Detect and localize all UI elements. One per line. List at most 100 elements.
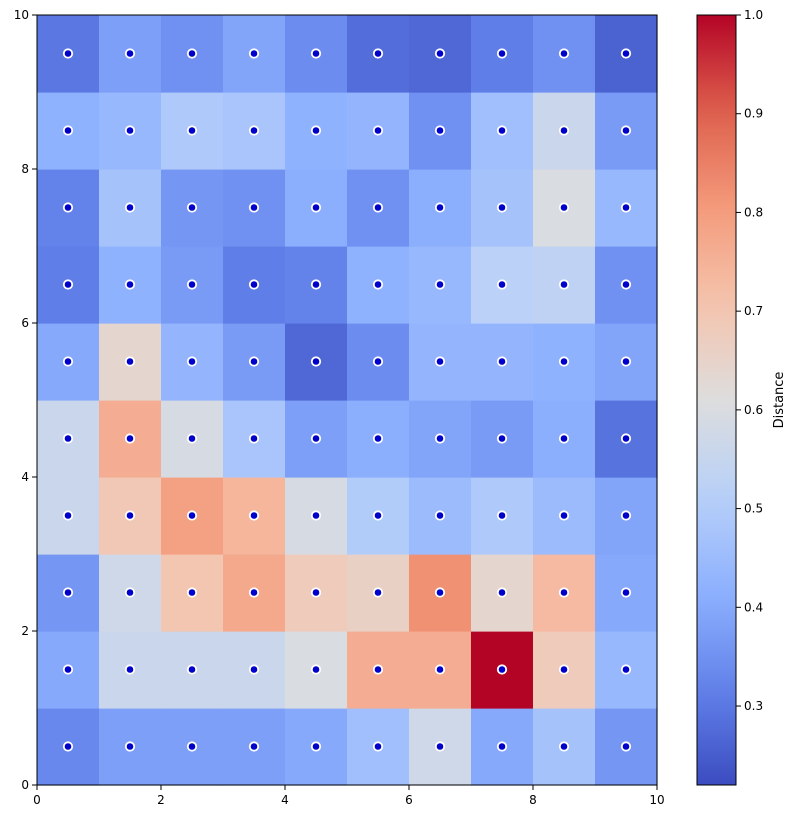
neuron-marker (124, 510, 136, 521)
neuron-markers (62, 48, 632, 752)
neuron-marker (372, 587, 384, 598)
neuron-marker (310, 202, 322, 213)
x-tick-label: 8 (529, 793, 537, 807)
neuron-marker (186, 741, 198, 752)
neuron-marker (62, 433, 74, 444)
neuron-marker (62, 202, 74, 213)
neuron-marker (558, 356, 570, 367)
neuron-marker (248, 48, 260, 59)
neuron-marker (310, 664, 322, 675)
neuron-marker (124, 741, 136, 752)
neuron-marker (434, 356, 446, 367)
neuron-marker (434, 125, 446, 136)
y-tick-label: 8 (21, 162, 29, 176)
plot-frame (36, 14, 658, 786)
y-tick-label: 0 (21, 778, 29, 792)
neuron-marker (310, 510, 322, 521)
neuron-marker (186, 587, 198, 598)
y-axis: 0 2 4 6 8 10 (14, 8, 37, 792)
colorbar-axis: 0.3 0.4 0.5 0.6 0.7 0.8 0.9 1.0 (736, 8, 763, 713)
neuron-marker (248, 587, 260, 598)
neuron-marker (496, 587, 508, 598)
neuron-marker (372, 664, 384, 675)
neuron-marker (620, 202, 632, 213)
x-tick-label: 2 (157, 793, 165, 807)
neuron-marker (620, 664, 632, 675)
y-tick-label: 6 (21, 316, 29, 330)
neuron-marker (186, 279, 198, 290)
neuron-marker (558, 48, 570, 59)
colorbar-tick-label: 0.5 (744, 502, 763, 516)
colorbar (696, 14, 737, 786)
neuron-marker (186, 48, 198, 59)
neuron-marker (310, 125, 322, 136)
colorbar-tick-label: 0.9 (744, 107, 763, 121)
neuron-marker (186, 125, 198, 136)
neuron-marker (372, 202, 384, 213)
neuron-marker (310, 587, 322, 598)
neuron-marker (124, 202, 136, 213)
neuron-marker (248, 125, 260, 136)
neuron-marker (248, 433, 260, 444)
neuron-marker (620, 356, 632, 367)
neuron-marker (186, 202, 198, 213)
neuron-marker (248, 202, 260, 213)
colorbar-tick-label: 0.7 (744, 304, 763, 318)
neuron-marker (124, 356, 136, 367)
neuron-marker (434, 741, 446, 752)
neuron-marker (248, 279, 260, 290)
neuron-marker (372, 510, 384, 521)
x-tick-label: 10 (649, 793, 664, 807)
neuron-marker (558, 202, 570, 213)
neuron-marker (248, 356, 260, 367)
neuron-marker (248, 664, 260, 675)
neuron-marker (496, 202, 508, 213)
neuron-marker (186, 356, 198, 367)
neuron-marker (620, 48, 632, 59)
y-tick-label: 10 (14, 8, 29, 22)
neuron-marker (558, 279, 570, 290)
colorbar-tick-label: 0.8 (744, 205, 763, 219)
neuron-marker (434, 664, 446, 675)
colorbar-label: Distance (772, 372, 787, 429)
neuron-marker (372, 433, 384, 444)
neuron-marker (124, 279, 136, 290)
neuron-marker (372, 741, 384, 752)
neuron-marker (372, 48, 384, 59)
neuron-marker (62, 48, 74, 59)
neuron-marker (620, 125, 632, 136)
x-tick-label: 0 (33, 793, 41, 807)
neuron-marker (496, 48, 508, 59)
colorbar-tick-label: 0.4 (744, 600, 763, 614)
x-axis: 0 2 4 6 8 10 (33, 785, 665, 807)
neuron-marker (620, 510, 632, 521)
neuron-marker (496, 664, 508, 675)
x-tick-label: 4 (281, 793, 289, 807)
neuron-marker (62, 664, 74, 675)
neuron-marker (62, 125, 74, 136)
neuron-marker (434, 587, 446, 598)
neuron-marker (558, 125, 570, 136)
neuron-marker (62, 356, 74, 367)
neuron-marker (496, 433, 508, 444)
neuron-marker (558, 664, 570, 675)
neuron-marker (496, 356, 508, 367)
neuron-marker (186, 433, 198, 444)
neuron-marker (124, 587, 136, 598)
neuron-marker (558, 510, 570, 521)
neuron-marker (124, 433, 136, 444)
neuron-marker (434, 510, 446, 521)
neuron-marker (496, 741, 508, 752)
neuron-marker (620, 279, 632, 290)
neuron-marker (124, 125, 136, 136)
colorbar-tick-label: 1.0 (744, 8, 763, 22)
neuron-marker (496, 279, 508, 290)
neuron-marker (558, 433, 570, 444)
neuron-marker (62, 279, 74, 290)
neuron-marker (372, 125, 384, 136)
neuron-marker (248, 510, 260, 521)
colorbar-tick-label: 0.6 (744, 403, 763, 417)
neuron-marker (310, 741, 322, 752)
neuron-marker (372, 356, 384, 367)
neuron-marker (310, 279, 322, 290)
